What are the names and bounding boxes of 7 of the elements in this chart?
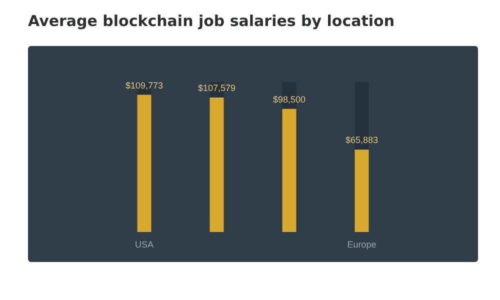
data-label: $109,773 [125,80,164,90]
x-tick-label: Europe [347,240,376,250]
data-label: $65,883 [345,135,378,146]
x-tick-label: USA [134,240,154,250]
data-label: $98,500 [272,94,306,104]
data-label: $107,579 [198,83,236,94]
chart-title: Average blockchain job salaries by location [28,12,395,30]
